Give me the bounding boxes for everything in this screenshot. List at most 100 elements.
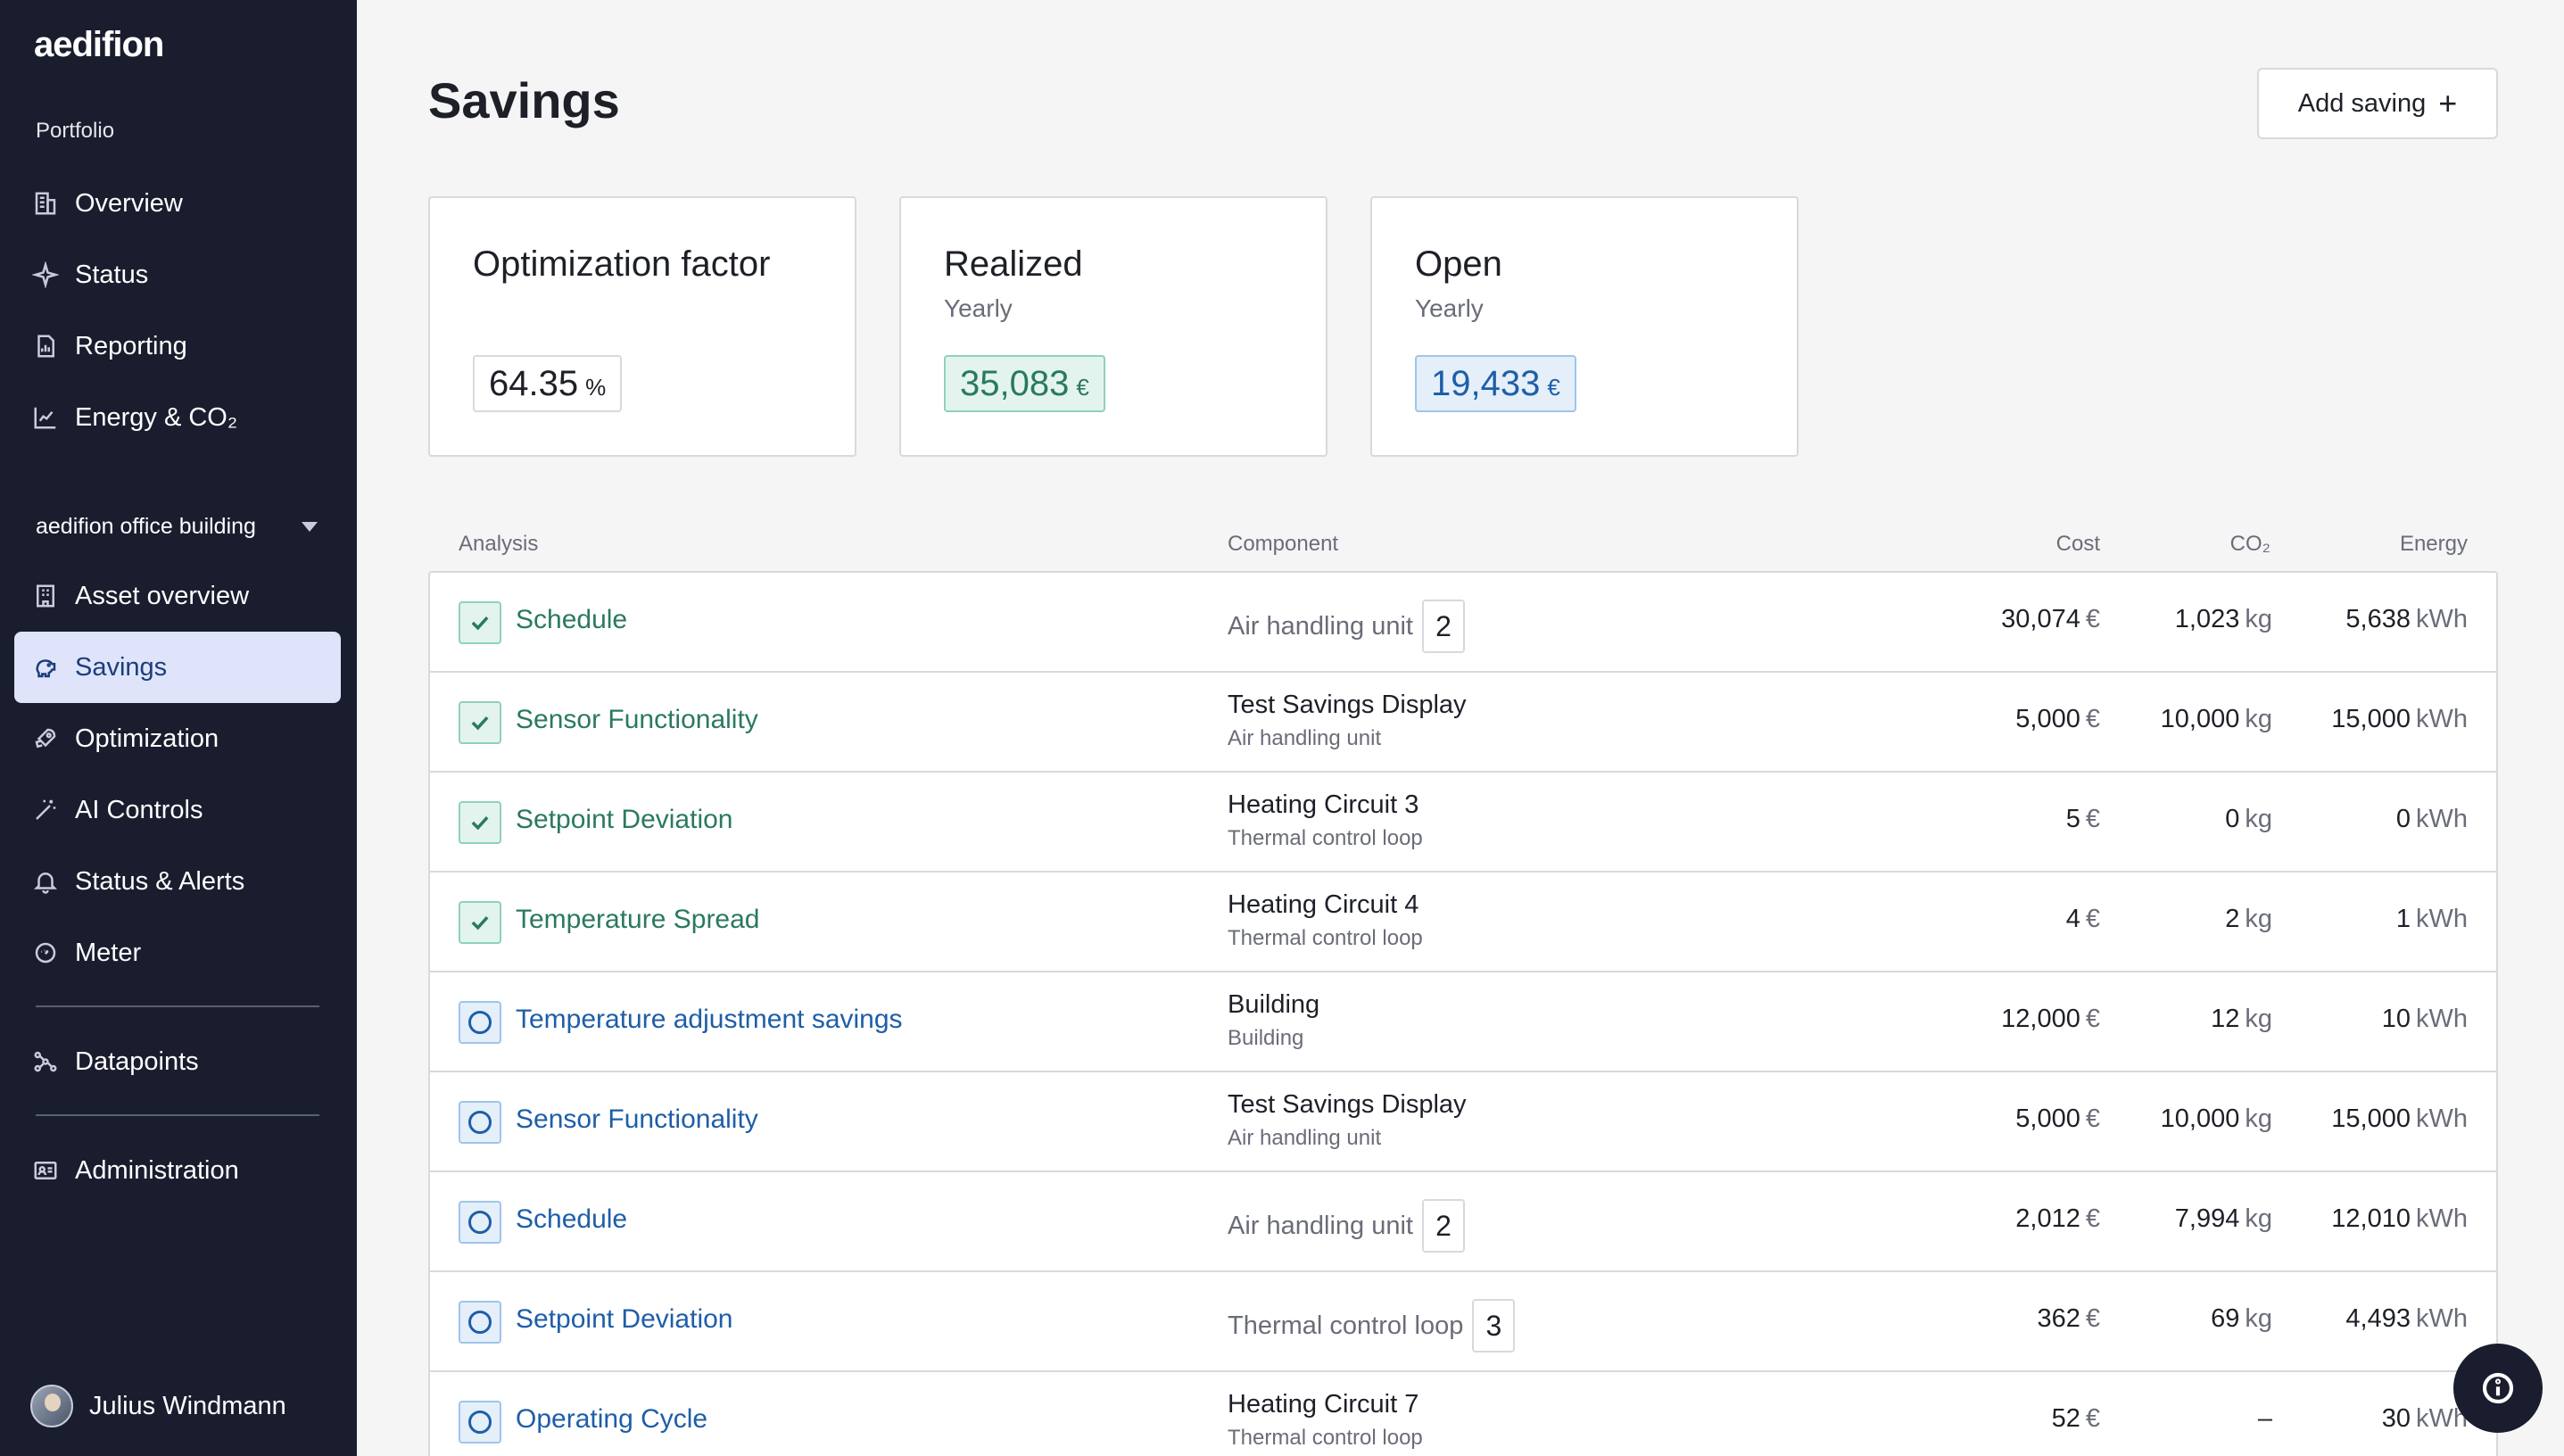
table-row[interactable]: Setpoint Deviation Thermal control loop 3 3…: [430, 1272, 2496, 1372]
table-row[interactable]: Schedule Air handling unit 2 30,074 €1,023 kg…: [430, 573, 2496, 673]
component-name: Heating Circuit 3: [1228, 790, 1419, 819]
co2-cell: 69 kg: [2211, 1304, 2272, 1334]
add-saving-button[interactable]: Add saving +: [2257, 68, 2498, 139]
column-header-cost[interactable]: Cost: [2055, 532, 2100, 556]
column-header-energy[interactable]: Energy: [2399, 532, 2468, 556]
co2-unit: kg: [2245, 905, 2272, 933]
user-menu[interactable]: Julius Windmann: [30, 1385, 286, 1427]
analysis-link[interactable]: Setpoint Deviation: [516, 1304, 733, 1334]
realized-check-icon[interactable]: [459, 701, 501, 744]
table-row[interactable]: Sensor Functionality Test Savings Display…: [430, 1072, 2496, 1172]
open-circle-icon[interactable]: [459, 1001, 501, 1044]
sidebar-item-datapoints[interactable]: Datapoints: [14, 1026, 341, 1097]
energy-cell: 5,638 kWh: [2345, 605, 2468, 634]
energy-value: 10: [2381, 1005, 2411, 1033]
analysis-link[interactable]: Temperature Spread: [516, 905, 760, 934]
analysis-link[interactable]: Sensor Functionality: [516, 705, 758, 734]
sidebar-item-label: Savings: [75, 652, 168, 682]
building-selector[interactable]: aedifion office building: [36, 509, 321, 544]
co2-cell: 2 kg: [2225, 905, 2272, 934]
sidebar-item-asset-overview[interactable]: Asset overview: [14, 560, 341, 632]
building-name: aedifion office building: [36, 513, 256, 539]
magic-wand-icon: [30, 795, 61, 825]
table-row[interactable]: Temperature Spread Heating Circuit 4 Therm…: [430, 873, 2496, 972]
table-row[interactable]: Schedule Air handling unit 2 2,012 €7,994 kg 1…: [430, 1172, 2496, 1272]
table-row[interactable]: Sensor Functionality Test Savings Display…: [430, 673, 2496, 773]
table-row[interactable]: Temperature adjustment savings Building Bu…: [430, 972, 2496, 1072]
energy-cell: 0 kWh: [2396, 805, 2468, 834]
energy-cell: 30 kWh: [2382, 1404, 2468, 1434]
co2-unit: kg: [2245, 1005, 2272, 1033]
cost-value: 30,074: [2001, 605, 2080, 633]
energy-value: 30: [2381, 1404, 2411, 1433]
co2-value: 69: [2211, 1304, 2240, 1333]
realized-check-icon[interactable]: [459, 801, 501, 844]
co2-unit: kg: [2245, 1204, 2272, 1233]
sidebar-item-optimization[interactable]: Optimization: [14, 703, 341, 774]
component-type: Thermal control loop: [1228, 926, 1423, 950]
co2-unit: kg: [2245, 1304, 2272, 1333]
energy-unit: kWh: [2416, 605, 2468, 633]
component-count-badge[interactable]: 2: [1421, 600, 1465, 653]
cost-value: 2,012: [2015, 1204, 2080, 1233]
energy-cell: 10 kWh: [2382, 1005, 2468, 1034]
cost-cell: 5 €: [2066, 805, 2100, 834]
sidebar-item-reporting[interactable]: Reporting: [14, 310, 341, 382]
sidebar-item-status-alerts[interactable]: Status & Alerts: [14, 846, 341, 917]
analysis-link[interactable]: Temperature adjustment savings: [516, 1005, 903, 1034]
column-header-analysis[interactable]: Analysis: [459, 532, 539, 556]
sidebar-item-savings[interactable]: Savings: [14, 632, 341, 703]
cost-cell: 4 €: [2066, 905, 2100, 934]
analysis-link[interactable]: Schedule: [516, 605, 628, 634]
realized-check-icon[interactable]: [459, 901, 501, 944]
sidebar-item-label: Reporting: [75, 331, 187, 360]
analysis-link[interactable]: Schedule: [516, 1204, 628, 1234]
cost-cell: 5,000 €: [2015, 705, 2100, 734]
open-circle-icon[interactable]: [459, 1401, 501, 1444]
sidebar-divider: [36, 1005, 319, 1007]
component-count-badge[interactable]: 2: [1421, 1199, 1465, 1253]
info-button[interactable]: [2453, 1344, 2543, 1433]
sidebar-item-ai-controls[interactable]: AI Controls: [14, 774, 341, 846]
energy-cell: 4,493 kWh: [2345, 1304, 2468, 1334]
column-header-co2[interactable]: CO₂: [2229, 532, 2270, 556]
sidebar-item-overview[interactable]: Overview: [14, 168, 341, 239]
open-circle-icon[interactable]: [459, 1301, 501, 1344]
cost-cell: 2,012 €: [2015, 1204, 2100, 1234]
energy-value: 1: [2395, 905, 2411, 933]
card-unit: €: [1076, 374, 1089, 401]
sidebar-divider: [36, 1114, 319, 1116]
open-circle-icon[interactable]: [459, 1201, 501, 1244]
component-cell: Air handling unit 2: [1228, 600, 1465, 653]
energy-value: 15,000: [2331, 1104, 2411, 1133]
cost-unit: €: [2085, 805, 2100, 833]
analysis-link[interactable]: Setpoint Deviation: [516, 805, 733, 834]
sidebar-item-label: Optimization: [75, 724, 219, 753]
component-count-badge[interactable]: 3: [1472, 1299, 1516, 1353]
co2-unit: kg: [2245, 805, 2272, 833]
table-row[interactable]: Setpoint Deviation Heating Circuit 3 Therm…: [430, 773, 2496, 873]
component-name: Test Savings Display: [1228, 691, 1467, 719]
analysis-link[interactable]: Operating Cycle: [516, 1404, 708, 1434]
co2-cell: 0 kg: [2225, 805, 2272, 834]
co2-value: 1,023: [2174, 605, 2240, 633]
column-header-component[interactable]: Component: [1228, 532, 1339, 556]
open-circle-icon[interactable]: [459, 1101, 501, 1144]
table-row[interactable]: Operating Cycle Heating Circuit 7 Thermal …: [430, 1372, 2496, 1456]
app-logo[interactable]: aedifion: [34, 25, 164, 64]
energy-unit: kWh: [2416, 1005, 2468, 1033]
sidebar-item-status[interactable]: Status: [14, 239, 341, 310]
cost-unit: €: [2085, 605, 2100, 633]
co2-value: –: [2257, 1404, 2272, 1433]
sidebar-item-administration[interactable]: Administration: [14, 1135, 341, 1206]
analysis-link[interactable]: Sensor Functionality: [516, 1104, 758, 1134]
sidebar-item-energy-co2[interactable]: Energy & CO₂: [14, 382, 341, 453]
building-icon: [30, 188, 61, 219]
realized-check-icon[interactable]: [459, 601, 501, 644]
sidebar-item-label: Asset overview: [75, 581, 250, 610]
cost-unit: €: [2085, 705, 2100, 733]
sidebar-item-meter[interactable]: Meter: [14, 917, 341, 989]
cost-value: 5: [2065, 805, 2080, 833]
sidebar-item-label: Status: [75, 260, 149, 289]
open-value: 19,433 €: [1415, 355, 1576, 412]
